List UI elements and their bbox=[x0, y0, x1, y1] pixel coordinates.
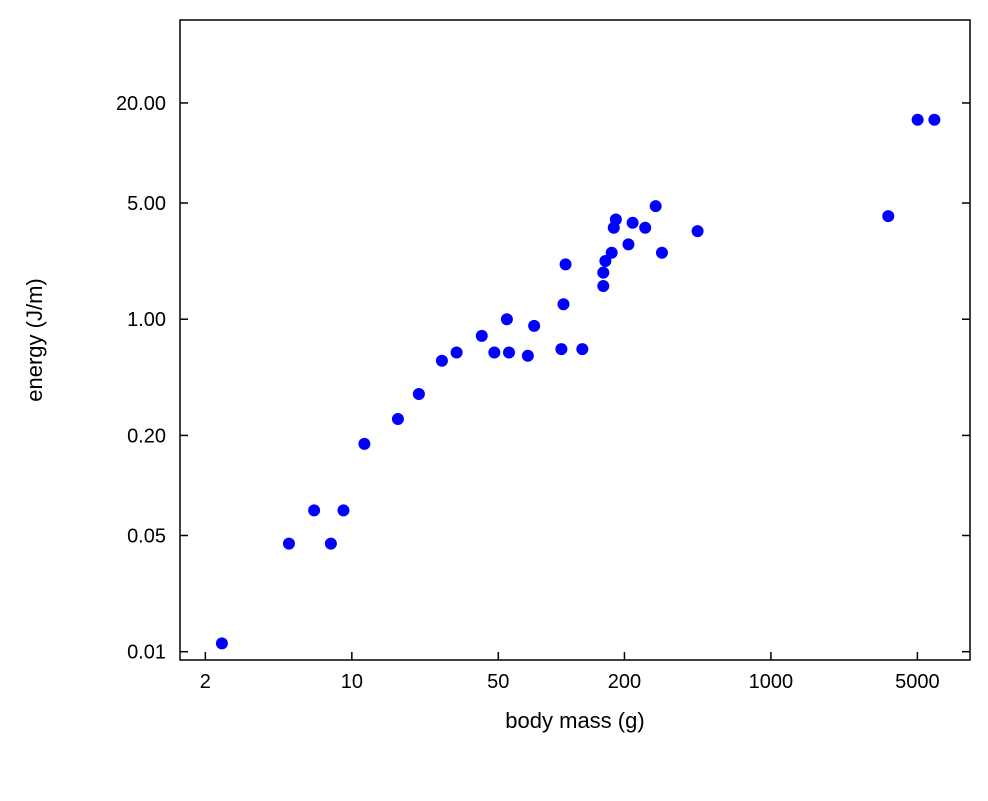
data-point bbox=[560, 258, 572, 270]
y-tick-label: 20.00 bbox=[116, 93, 166, 115]
data-point bbox=[476, 330, 488, 342]
data-point bbox=[692, 225, 704, 237]
y-tick-label: 5.00 bbox=[127, 193, 166, 215]
chart-svg: 2 10 50 200 1000 5000 0.01 0.05 0.20 1.00 5.00 20.0… bbox=[0, 0, 988, 801]
x-axis-label: body mass (g) bbox=[505, 708, 644, 733]
data-point bbox=[650, 200, 662, 212]
data-point bbox=[656, 247, 668, 259]
data-point bbox=[451, 346, 463, 358]
y-axis-label: energy (J/m) bbox=[22, 278, 47, 401]
data-point bbox=[627, 217, 639, 229]
data-point bbox=[555, 343, 567, 355]
data-point bbox=[436, 355, 448, 367]
x-tick-label: 1000 bbox=[749, 671, 794, 693]
data-point bbox=[283, 538, 295, 550]
data-point bbox=[325, 538, 337, 550]
data-point bbox=[522, 350, 534, 362]
x-tick-label: 50 bbox=[487, 671, 509, 693]
data-point bbox=[606, 247, 618, 259]
data-point bbox=[622, 238, 634, 250]
y-tick-label: 1.00 bbox=[127, 309, 166, 331]
data-point bbox=[610, 213, 622, 225]
x-tick-label: 10 bbox=[341, 671, 363, 693]
data-point bbox=[392, 413, 404, 425]
data-point bbox=[928, 114, 940, 126]
x-tick-label: 200 bbox=[608, 671, 641, 693]
y-tick-label: 0.05 bbox=[127, 525, 166, 547]
data-point bbox=[216, 637, 228, 649]
data-point bbox=[308, 504, 320, 516]
data-point bbox=[557, 298, 569, 310]
data-point bbox=[576, 343, 588, 355]
data-point bbox=[503, 346, 515, 358]
data-point bbox=[639, 222, 651, 234]
data-point bbox=[337, 504, 349, 516]
data-point bbox=[413, 388, 425, 400]
data-point bbox=[358, 438, 370, 450]
scatter-chart: 2 10 50 200 1000 5000 0.01 0.05 0.20 1.00 5.00 20.0… bbox=[0, 0, 988, 801]
data-point bbox=[597, 280, 609, 292]
data-point bbox=[528, 320, 540, 332]
data-point bbox=[488, 346, 500, 358]
data-point bbox=[912, 114, 924, 126]
y-tick-label: 0.20 bbox=[127, 425, 166, 447]
x-tick-label: 5000 bbox=[895, 671, 940, 693]
data-point bbox=[501, 313, 513, 325]
x-tick-label: 2 bbox=[200, 671, 211, 693]
data-point bbox=[882, 210, 894, 222]
data-point bbox=[597, 267, 609, 279]
y-tick-label: 0.01 bbox=[127, 642, 166, 664]
